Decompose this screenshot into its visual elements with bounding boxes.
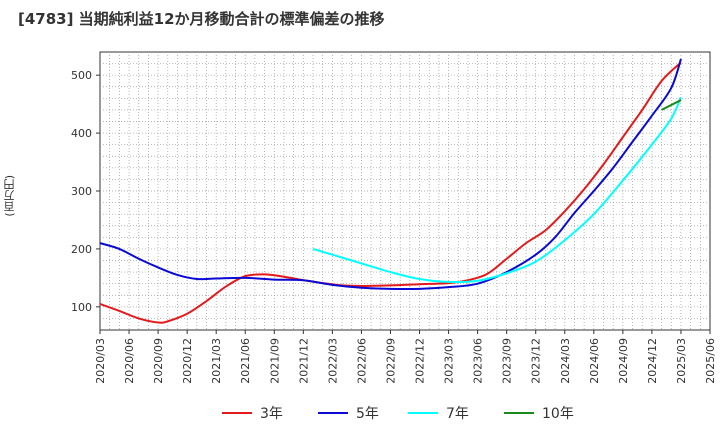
- y-axis: 100 200 300 400 500: [71, 69, 100, 314]
- grid: [100, 52, 710, 330]
- x-tick-label: 2024/12: [646, 338, 659, 384]
- x-tick-label: 2021/03: [210, 338, 223, 384]
- x-tick-label: 2024/09: [617, 338, 630, 384]
- x-tick-label: 2022/09: [384, 338, 397, 384]
- y-tick-label: 200: [71, 243, 92, 256]
- x-tick-label: 2023/03: [443, 338, 456, 384]
- x-tick-label: 2020/03: [94, 338, 107, 384]
- x-tick-label: 2025/03: [675, 338, 688, 384]
- x-tick-label: 2022/06: [355, 338, 368, 384]
- series-line-2: [312, 96, 682, 284]
- x-axis: 2020/03 2020/06 2020/09 2020/12 2021/03 2021/…: [94, 330, 717, 384]
- series-lines: [99, 58, 682, 324]
- legend-label: 10年: [542, 406, 574, 422]
- y-tick-label: 500: [71, 69, 92, 82]
- legend-label: 3年: [260, 406, 283, 422]
- x-tick-label: 2023/12: [530, 338, 543, 384]
- x-tick-label: 2020/12: [181, 338, 194, 384]
- x-tick-label: 2022/12: [414, 338, 427, 384]
- x-tick-label: 2022/03: [326, 338, 339, 384]
- x-tick-label: 2023/09: [501, 338, 514, 384]
- x-tick-label: 2024/03: [559, 338, 572, 384]
- x-tick-label: 2020/09: [152, 338, 165, 384]
- y-tick-label: 300: [71, 185, 92, 198]
- series-line-3: [661, 99, 682, 111]
- x-tick-label: 2025/06: [704, 338, 717, 384]
- legend-item-0[interactable]: 3年: [222, 406, 283, 422]
- legend-item-3[interactable]: 10年: [504, 406, 574, 422]
- chart-title: [4783] 当期純利益12か月移動合計の標準偏差の推移: [18, 10, 385, 28]
- x-tick-label: 2020/06: [123, 338, 136, 384]
- legend-label: 5年: [356, 406, 379, 422]
- series-line-1: [99, 58, 682, 291]
- legend-label: 7年: [446, 406, 469, 422]
- legend[interactable]: 3年 5年 7年 10年: [222, 406, 574, 422]
- x-tick-label: 2024/06: [588, 338, 601, 384]
- y-tick-label: 400: [71, 127, 92, 140]
- x-tick-label: 2021/12: [297, 338, 310, 384]
- x-tick-label: 2021/06: [239, 338, 252, 384]
- series-line-0: [99, 61, 682, 324]
- legend-item-1[interactable]: 5年: [318, 406, 379, 422]
- x-tick-label: 2023/06: [472, 338, 485, 384]
- y-tick-label: 100: [71, 301, 92, 314]
- x-tick-label: 2021/09: [268, 338, 281, 384]
- legend-item-2[interactable]: 7年: [408, 406, 469, 422]
